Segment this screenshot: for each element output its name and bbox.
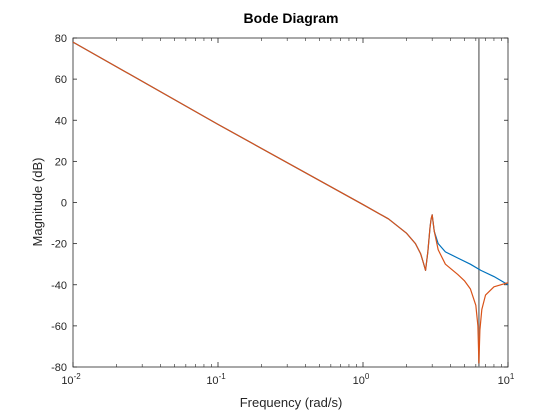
y-tick-label: -60 (51, 321, 67, 333)
x-tick-label: 101 (498, 372, 515, 387)
x-tick-label: 10-1 (206, 372, 226, 387)
y-tick-label: 0 (61, 198, 67, 210)
x-tick-label: 10-2 (61, 372, 81, 387)
y-tick-label: 80 (55, 33, 67, 45)
x-axis-label: Frequency (rad/s) (240, 395, 343, 410)
x-tick-label: 100 (353, 372, 370, 387)
axes-box (72, 37, 509, 368)
y-tick-label: 40 (55, 115, 67, 127)
chart-title: Bode Diagram (244, 10, 339, 26)
y-axis-label: Magnitude (dB) (30, 158, 45, 247)
y-tick-label: -80 (51, 362, 67, 374)
series-line-2 (72, 41, 509, 364)
y-tick-label: -20 (51, 239, 67, 251)
y-tick-label: 60 (55, 74, 67, 86)
y-tick-label: 20 (55, 156, 67, 168)
y-tick-label: -40 (51, 280, 67, 292)
